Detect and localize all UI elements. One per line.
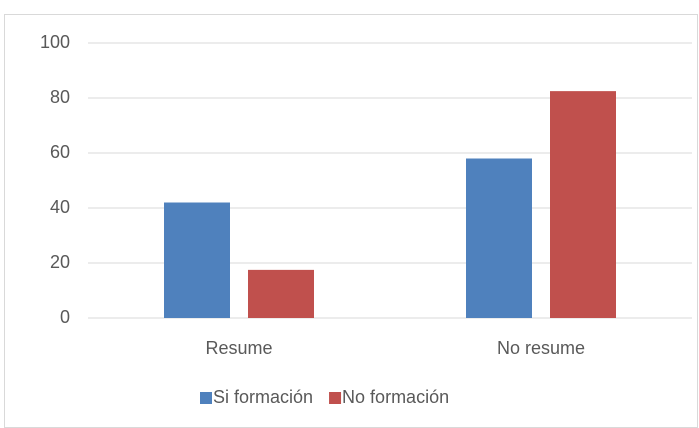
y-tick-label: 60 <box>50 142 70 162</box>
legend-label: No formación <box>342 387 449 407</box>
legend-swatch <box>329 392 342 404</box>
y-tick-label: 20 <box>50 252 70 272</box>
bar <box>248 269 314 318</box>
x-tick-label: Resume <box>205 338 272 358</box>
x-tick-label: No resume <box>497 338 585 358</box>
y-tick-label: 80 <box>50 87 70 107</box>
bar <box>466 158 532 318</box>
y-tick-label: 100 <box>40 32 70 52</box>
y-tick-label: 40 <box>50 197 70 217</box>
legend-label: Si formación <box>213 387 313 407</box>
y-tick-label: 0 <box>60 307 70 327</box>
legend-swatch <box>200 392 212 404</box>
bar <box>550 91 616 318</box>
bar <box>164 202 230 318</box>
